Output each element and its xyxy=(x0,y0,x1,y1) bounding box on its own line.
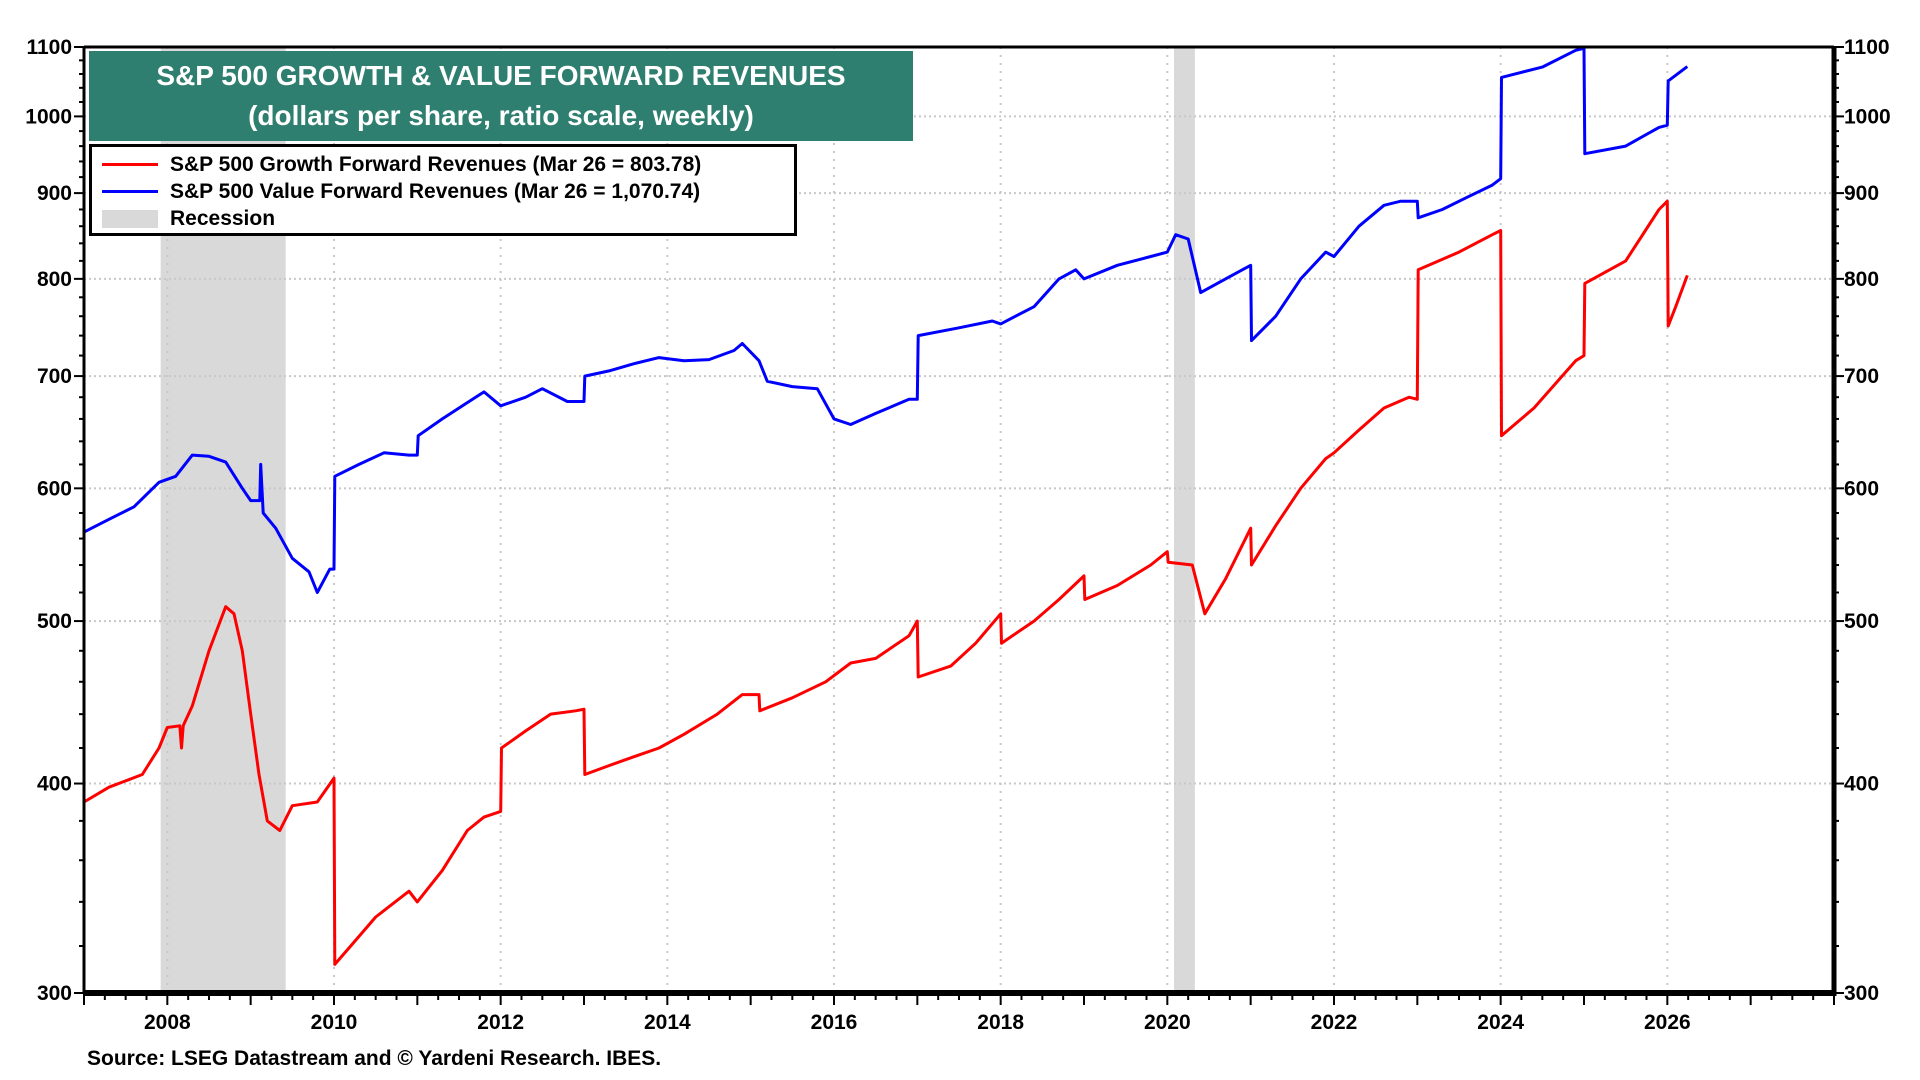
y-tick-label-left: 800 xyxy=(37,268,72,291)
y-tick-label-right: 500 xyxy=(1844,610,1879,633)
x-tick-label: 2016 xyxy=(811,1011,858,1034)
y-tick-label-left: 1000 xyxy=(25,105,72,128)
y-tick-label-right: 300 xyxy=(1844,982,1879,1005)
y-tick-label-right: 1100 xyxy=(1844,36,1890,59)
y-tick-label-left: 600 xyxy=(37,477,72,500)
y-tick-label-right: 800 xyxy=(1844,268,1879,291)
y-tick-label-left: 300 xyxy=(37,982,72,1005)
x-tick-label: 2014 xyxy=(644,1011,691,1034)
legend-label-value: S&P 500 Value Forward Revenues (Mar 26 =… xyxy=(170,179,701,203)
legend-swatch-value xyxy=(102,190,158,193)
legend-swatch-recession xyxy=(102,209,158,228)
y-tick-label-right: 1000 xyxy=(1844,105,1891,128)
x-tick-label: 2008 xyxy=(144,1011,191,1034)
legend-item-value: S&P 500 Value Forward Revenues (Mar 26 =… xyxy=(102,178,794,205)
legend: S&P 500 Growth Forward Revenues (Mar 26 … xyxy=(89,144,797,236)
y-tick-label-left: 900 xyxy=(37,182,72,205)
chart-title-box: S&P 500 GROWTH & VALUE FORWARD REVENUES … xyxy=(89,51,913,141)
y-tick-label-left: 1100 xyxy=(26,36,72,59)
recession-band xyxy=(1174,47,1195,993)
legend-label-growth: S&P 500 Growth Forward Revenues (Mar 26 … xyxy=(170,152,702,176)
x-tick-label: 2020 xyxy=(1144,1011,1191,1034)
source-note: Source: LSEG Datastream and © Yardeni Re… xyxy=(87,1047,662,1070)
y-tick-label-right: 900 xyxy=(1844,182,1879,205)
legend-item-recession: Recession xyxy=(102,205,794,232)
x-tick-label: 2018 xyxy=(977,1011,1024,1034)
x-tick-label: 2026 xyxy=(1644,1011,1691,1034)
y-tick-label-right: 400 xyxy=(1844,773,1879,796)
y-tick-label-left: 400 xyxy=(37,773,72,796)
x-tick-label: 2010 xyxy=(311,1011,358,1034)
y-tick-label-right: 700 xyxy=(1844,365,1879,388)
x-tick-label: 2012 xyxy=(477,1011,524,1034)
value-series-line xyxy=(83,46,1689,594)
chart-subtitle: (dollars per share, ratio scale, weekly) xyxy=(248,100,754,131)
legend-swatch-growth xyxy=(102,163,158,166)
chart-title: S&P 500 GROWTH & VALUE FORWARD REVENUES xyxy=(156,60,846,91)
x-tick-label: 2022 xyxy=(1311,1011,1358,1034)
y-tick-label-left: 700 xyxy=(37,365,72,388)
x-tick-label: 2024 xyxy=(1477,1011,1524,1034)
legend-label-recession: Recession xyxy=(170,206,276,230)
legend-item-growth: S&P 500 Growth Forward Revenues (Mar 26 … xyxy=(102,151,794,178)
y-tick-label-left: 500 xyxy=(37,610,72,633)
y-tick-label-right: 600 xyxy=(1844,477,1879,500)
growth-series-line xyxy=(83,199,1689,966)
